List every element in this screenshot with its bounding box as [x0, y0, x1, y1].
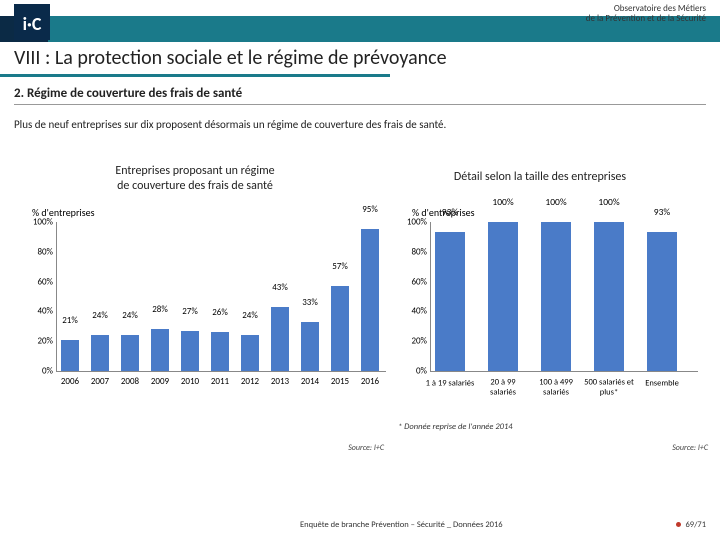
- chart1-title-line1: Entreprises proposant un régime: [115, 164, 274, 178]
- bar-value-label: 24%: [235, 310, 265, 321]
- bar-value-label: 100%: [587, 196, 631, 208]
- chart1-title: Entreprises proposant un régime de couve…: [80, 164, 310, 194]
- chart-by-size: % d'entreprises 0%20%40%60%80%100%93%1 à…: [398, 210, 708, 415]
- x-category-label: Ensemble: [637, 379, 687, 388]
- bar-value-label: 43%: [265, 282, 295, 293]
- bar: [151, 329, 169, 371]
- bar-value-label: 100%: [481, 196, 525, 208]
- x-category-label: 2015: [325, 376, 355, 387]
- bar: [647, 232, 677, 371]
- ytick-label: 100%: [403, 217, 427, 228]
- bar: [91, 335, 109, 371]
- ytick-label: 80%: [403, 246, 427, 257]
- bar: [331, 286, 349, 371]
- logo: i·C: [14, 4, 50, 40]
- chart-yearly: % d'entreprises 0%20%40%60%80%100%21%200…: [20, 210, 390, 415]
- bar: [435, 232, 465, 371]
- bar: [241, 335, 259, 371]
- bar: [61, 340, 79, 371]
- bar-value-label: 95%: [355, 204, 385, 215]
- bar-value-label: 100%: [534, 196, 578, 208]
- x-category-label: 100 à 499 salariés: [531, 379, 581, 398]
- page-title: VIII : La protection sociale et le régim…: [14, 46, 447, 70]
- ytick-label: 60%: [403, 276, 427, 287]
- bar-value-label: 27%: [175, 306, 205, 317]
- section-underline: [14, 104, 706, 105]
- x-category-label: 20 à 99 salariés: [478, 379, 528, 398]
- x-category-label: 2008: [115, 376, 145, 387]
- x-category-label: 2013: [265, 376, 295, 387]
- ytick-label: 0%: [403, 366, 427, 377]
- footer-text: Enquête de branche Prévention – Sécurité…: [300, 520, 503, 530]
- bar: [211, 332, 229, 371]
- x-category-label: 2007: [85, 376, 115, 387]
- chart1-title-line2: de couverture des frais de santé: [117, 179, 273, 193]
- title-underline: [0, 74, 390, 77]
- chart2-source: Source: I+C: [672, 443, 708, 453]
- ytick-label: 20%: [27, 336, 53, 347]
- bar-value-label: 24%: [115, 310, 145, 321]
- footer-page: 69/71: [676, 520, 706, 530]
- bar: [271, 307, 289, 371]
- chart1-plot: 0%20%40%60%80%100%21%200624%200724%20082…: [56, 222, 386, 372]
- page-number: 69/71: [685, 520, 706, 530]
- x-category-label: 1 à 19 salariés: [425, 379, 475, 388]
- x-category-label: 2012: [235, 376, 265, 387]
- intro-text: Plus de neuf entreprises sur dix propose…: [14, 118, 446, 131]
- bar-value-label: 24%: [85, 310, 115, 321]
- x-category-label: 500 salariés et plus*: [584, 379, 634, 398]
- ytick-label: 80%: [27, 246, 53, 257]
- ytick-label: 40%: [27, 306, 53, 317]
- ytick-label: 100%: [27, 217, 53, 228]
- bar: [541, 222, 571, 371]
- footer-dot-icon: [676, 522, 681, 527]
- bar: [121, 335, 139, 371]
- ytick-label: 60%: [27, 276, 53, 287]
- org-line2: de la Prévention et de la Sécurité: [586, 14, 706, 24]
- ytick-label: 20%: [403, 336, 427, 347]
- chart2-title: Détail selon la taille des entreprises: [430, 170, 650, 185]
- bar: [301, 322, 319, 371]
- bar: [361, 229, 379, 371]
- x-category-label: 2010: [175, 376, 205, 387]
- footnote: * Donnée reprise de l'année 2014: [398, 422, 513, 432]
- org-name: Observatoire des Métiers de la Préventio…: [586, 4, 706, 24]
- x-category-label: 2006: [55, 376, 85, 387]
- ytick-label: 0%: [27, 366, 53, 377]
- bar-value-label: 21%: [55, 315, 85, 326]
- bar: [488, 222, 518, 371]
- section-heading: 2. Régime de couverture des frais de san…: [14, 86, 242, 101]
- x-category-label: 2011: [205, 376, 235, 387]
- chart1-source: Source: I+C: [348, 443, 384, 453]
- x-category-label: 2016: [355, 376, 385, 387]
- x-category-label: 2014: [295, 376, 325, 387]
- ytick-label: 40%: [403, 306, 427, 317]
- x-category-label: 2009: [145, 376, 175, 387]
- bar-value-label: 26%: [205, 307, 235, 318]
- bar-value-label: 93%: [428, 206, 472, 218]
- bar: [181, 331, 199, 371]
- bar: [594, 222, 624, 371]
- bar-value-label: 33%: [295, 297, 325, 308]
- bar-value-label: 57%: [325, 261, 355, 272]
- chart2-plot: 0%20%40%60%80%100%93%1 à 19 salariés100%…: [430, 222, 698, 372]
- bar-value-label: 28%: [145, 304, 175, 315]
- bar-value-label: 93%: [640, 206, 684, 218]
